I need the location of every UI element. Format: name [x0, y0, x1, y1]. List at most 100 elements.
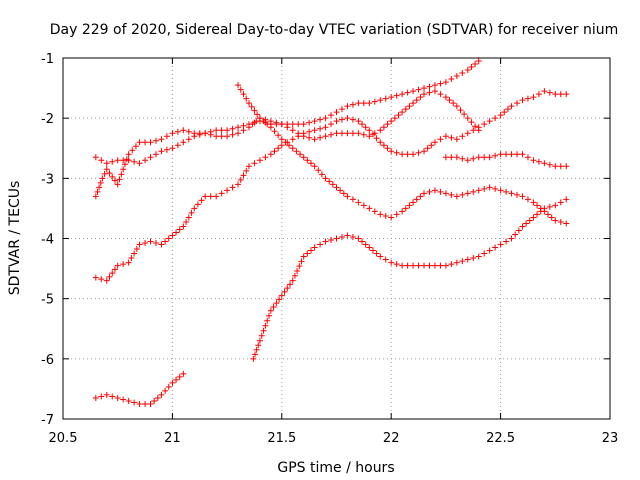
data-point: [546, 161, 553, 168]
data-point: [442, 133, 449, 140]
data-point: [174, 128, 181, 135]
data-point: [349, 116, 356, 123]
data-point: [486, 184, 493, 191]
data-point: [278, 136, 285, 143]
data-point: [349, 101, 356, 108]
data-point: [183, 218, 190, 225]
data-point: [333, 130, 340, 137]
data-point: [251, 107, 258, 114]
data-point: [235, 124, 242, 131]
series-track-g: [442, 151, 570, 170]
data-point: [428, 142, 435, 149]
data-point: [399, 151, 406, 158]
data-point: [256, 337, 263, 344]
data-point: [464, 157, 471, 164]
data-point: [98, 276, 105, 283]
data-point: [530, 199, 537, 206]
data-point: [461, 111, 468, 118]
data-point: [174, 142, 181, 149]
data-point: [158, 391, 165, 398]
data-point: [245, 124, 252, 131]
data-point: [120, 261, 127, 268]
plot-frame: [62, 57, 611, 420]
data-point: [333, 184, 340, 191]
data-point: [103, 391, 110, 398]
data-point: [475, 154, 482, 161]
data-point: [459, 133, 466, 140]
data-point: [271, 148, 278, 155]
data-point: [278, 121, 285, 128]
data-point: [317, 134, 324, 141]
data-point: [240, 172, 247, 179]
data-point: [373, 135, 380, 142]
data-point: [486, 118, 493, 125]
data-point: [338, 130, 345, 137]
data-point: [154, 394, 161, 401]
data-point: [377, 97, 384, 104]
data-point: [92, 193, 99, 200]
data-point: [103, 277, 110, 284]
data-point: [366, 100, 373, 107]
data-point: [504, 106, 511, 113]
data-point: [503, 238, 510, 245]
data-point: [289, 277, 296, 284]
data-point: [421, 85, 428, 92]
data-point: [260, 327, 267, 334]
data-point: [519, 193, 526, 200]
data-point: [253, 118, 260, 125]
data-point: [291, 272, 298, 279]
data-point: [180, 139, 187, 146]
data-point: [545, 211, 552, 218]
data-point: [380, 142, 387, 149]
data-point: [344, 193, 351, 200]
data-point: [349, 130, 356, 137]
data-point: [340, 190, 347, 197]
data-point: [388, 118, 395, 125]
data-point: [448, 191, 455, 198]
data-point: [431, 187, 438, 194]
data-point: [111, 266, 118, 273]
data-point: [404, 89, 411, 96]
data-point: [481, 185, 488, 192]
data-point: [552, 91, 559, 98]
data-point: [311, 136, 318, 143]
data-point: [304, 250, 311, 257]
data-point: [377, 139, 384, 146]
data-point: [180, 127, 187, 134]
data-point: [103, 166, 110, 173]
data-point: [384, 121, 391, 128]
data-point: [406, 103, 413, 110]
data-point: [442, 94, 449, 101]
series-track-b: [92, 88, 482, 200]
data-point: [317, 241, 324, 248]
y-tick-label: -7: [41, 413, 54, 428]
data-point: [470, 255, 477, 262]
data-point: [393, 211, 400, 218]
data-point: [267, 118, 274, 125]
data-point: [125, 259, 132, 266]
data-point: [497, 187, 504, 194]
data-point: [366, 205, 373, 212]
data-point: [404, 262, 411, 269]
data-point: [541, 205, 548, 212]
data-point: [118, 171, 125, 178]
data-point: [338, 116, 345, 123]
data-point: [281, 288, 288, 295]
data-point: [229, 131, 236, 138]
data-point: [311, 244, 318, 251]
series-track-c: [92, 88, 570, 284]
data-point: [229, 184, 236, 191]
data-point: [448, 134, 455, 141]
data-point: [185, 136, 192, 143]
data-point: [243, 95, 250, 102]
data-point: [198, 197, 205, 204]
data-point: [318, 171, 325, 178]
data-point: [273, 300, 280, 307]
data-point: [459, 70, 466, 77]
data-point: [245, 163, 252, 170]
data-point: [147, 400, 154, 407]
data-point: [306, 128, 313, 135]
data-point: [526, 217, 533, 224]
data-point: [142, 240, 149, 247]
data-point: [106, 170, 113, 177]
